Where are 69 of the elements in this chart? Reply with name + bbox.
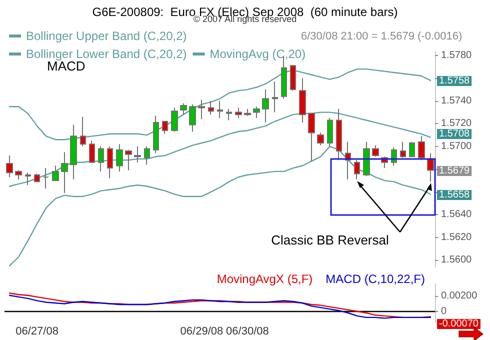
candlestick — [6, 155, 13, 178]
candlestick — [189, 104, 196, 132]
x-tick-label: 06/27/08 — [16, 326, 58, 338]
candlestick — [427, 152, 434, 182]
x-tick-label: 06/29/08 — [180, 326, 224, 338]
candlestick — [253, 106, 260, 118]
candlestick — [43, 168, 49, 190]
candlestick — [98, 146, 104, 172]
line-series — [8, 112, 432, 187]
candlestick — [409, 141, 415, 158]
candlestick — [226, 108, 232, 121]
candlestick — [317, 132, 324, 146]
text: -0.00070 — [439, 318, 479, 330]
chart-subtitle: 6/30/08 21:00 = 1.5679 (-0.0016) — [301, 30, 462, 42]
candlestick — [171, 107, 178, 132]
candlestick — [162, 120, 168, 134]
y-tick-label: 0 — [441, 306, 447, 317]
candlestick — [144, 146, 150, 166]
candlestick — [400, 141, 406, 158]
candlestick — [217, 100, 223, 118]
text: 1.5758 — [439, 76, 470, 86]
candlestick — [80, 116, 86, 147]
candlestick — [61, 152, 68, 194]
candlestick — [198, 99, 205, 120]
y-tick-label: 1.5620 — [441, 232, 472, 243]
candlestick — [52, 165, 59, 182]
legend-label: Bollinger Upper Band (C,20,2) — [26, 29, 187, 43]
candlestick — [308, 112, 315, 162]
y-tick-label: 1.5700 — [441, 140, 472, 152]
candlestick — [125, 149, 132, 171]
y-tick-label: 1.5640 — [441, 209, 472, 220]
candlestick — [372, 144, 379, 158]
y-tick-label: 1.5600 — [441, 254, 472, 266]
y-tick-label: 1.5720 — [441, 118, 472, 130]
candlestick — [363, 141, 370, 176]
candlestick — [327, 117, 333, 147]
candlestick — [25, 172, 31, 186]
candlestick — [153, 115, 159, 154]
candlestick — [244, 108, 251, 116]
candlestick — [290, 65, 296, 92]
y-tick-label: 0.00200 — [441, 290, 478, 302]
candlestick — [70, 124, 77, 180]
candlestick — [134, 146, 141, 163]
candlestick — [107, 146, 113, 179]
y-tick-label: 1.5780 — [441, 50, 472, 61]
text: 1.5679 — [439, 166, 470, 176]
series-label: MovingAvgX (5,F) — [216, 272, 313, 286]
line-series — [8, 146, 432, 266]
candlestick — [116, 144, 123, 172]
y-tick-label: 1.5740 — [441, 95, 472, 106]
annotation: Classic BB Reversal — [271, 232, 389, 248]
candlestick — [34, 173, 40, 182]
candlestick — [336, 108, 342, 161]
text: 1.5708 — [439, 128, 470, 140]
candlestick — [262, 89, 269, 124]
candlestick — [235, 107, 242, 118]
candlestick — [418, 136, 425, 161]
series-label: MACD (C,10,22,F) — [326, 272, 426, 286]
candlestick — [299, 78, 306, 124]
legend-label: MovingAvg (C,20) — [210, 47, 306, 61]
candlestick — [354, 160, 360, 180]
candlestick — [180, 102, 187, 116]
legend-label: Bollinger Lower Band (C,20,2) — [26, 47, 187, 61]
candlestick — [89, 140, 95, 163]
candlestick — [272, 81, 278, 113]
candlestick — [208, 100, 214, 116]
candlestick — [15, 170, 22, 180]
x-tick-label: 06/30/08 — [226, 326, 269, 338]
text: 1.5658 — [439, 190, 470, 200]
